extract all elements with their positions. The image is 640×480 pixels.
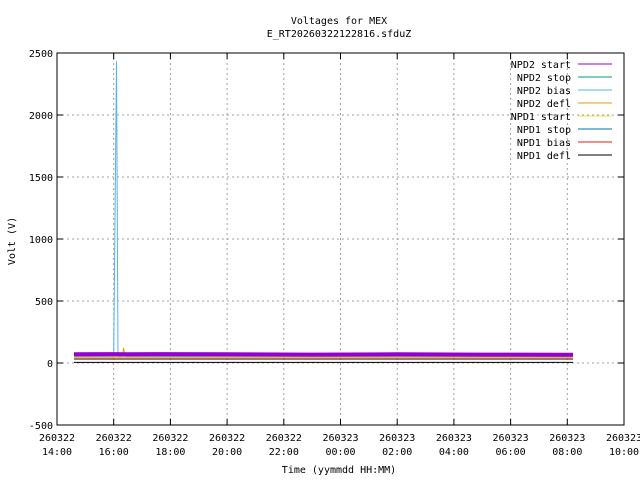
y-tick-label: 1500 [29,173,53,184]
x-tick-label-date: 260323 [606,433,640,444]
x-tick-label-date: 260323 [436,433,472,444]
x-tick-label-date: 260323 [493,433,529,444]
x-tick-label-date: 260322 [152,433,188,444]
axis-ticks: -500 0 500 1000 1500 2000 2500 260322 14:00 26032… [29,49,640,458]
x-tick-label-time: 16:00 [99,447,129,458]
x-tick-label-date: 260323 [549,433,585,444]
y-tick-label: 1000 [29,235,53,246]
x-tick-label-time: 18:00 [155,447,185,458]
chart-subtitle: E_RT20260322122816.sfduZ [267,29,412,40]
series-layer [73,61,573,363]
x-tick-label-date: 260322 [39,433,75,444]
x-tick-label-date: 260322 [209,433,245,444]
series-line-npd2-start [73,352,573,357]
chart-title: Voltages for MEX [291,16,387,27]
series-line-npd2-defl [74,347,573,358]
legend-label: NPD2 start [511,60,571,71]
x-tick-label-time: 04:00 [439,447,469,458]
y-tick-label: 2500 [29,49,53,60]
x-tick-label-time: 22:00 [269,447,299,458]
y-tick-label: 0 [47,359,53,370]
x-tick-label-time: 10:00 [609,447,639,458]
legend-label: NPD1 stop [517,125,571,136]
legend: NPD2 start NPD2 stop NPD2 bias NPD2 defl NPD… [511,60,612,162]
x-tick-label-time: 02:00 [382,447,412,458]
x-axis-label: Time (yymmdd HH:MM) [282,465,396,476]
legend-label: NPD2 stop [517,73,571,84]
y-tick-label: 500 [35,297,53,308]
legend-label: NPD1 defl [517,151,571,162]
y-tick-label: -500 [29,421,53,432]
x-tick-label-time: 20:00 [212,447,242,458]
x-tick-label-date: 260323 [322,433,358,444]
x-tick-label-date: 260323 [379,433,415,444]
x-tick-label-date: 260322 [96,433,132,444]
legend-label: NPD1 start [511,112,571,123]
y-axis-label: Volt (V) [7,217,18,265]
legend-label: NPD1 bias [517,138,571,149]
legend-label: NPD2 bias [517,86,571,97]
x-tick-label-time: 06:00 [496,447,526,458]
legend-label: NPD2 defl [517,99,571,110]
grid [57,53,624,425]
x-tick-label-time: 00:00 [325,447,355,458]
x-tick-label-time: 08:00 [552,447,582,458]
y-tick-label: 2000 [29,111,53,122]
x-tick-label-time: 14:00 [42,447,72,458]
x-tick-label-date: 260322 [266,433,302,444]
series-line-npd2-bias [74,61,573,357]
